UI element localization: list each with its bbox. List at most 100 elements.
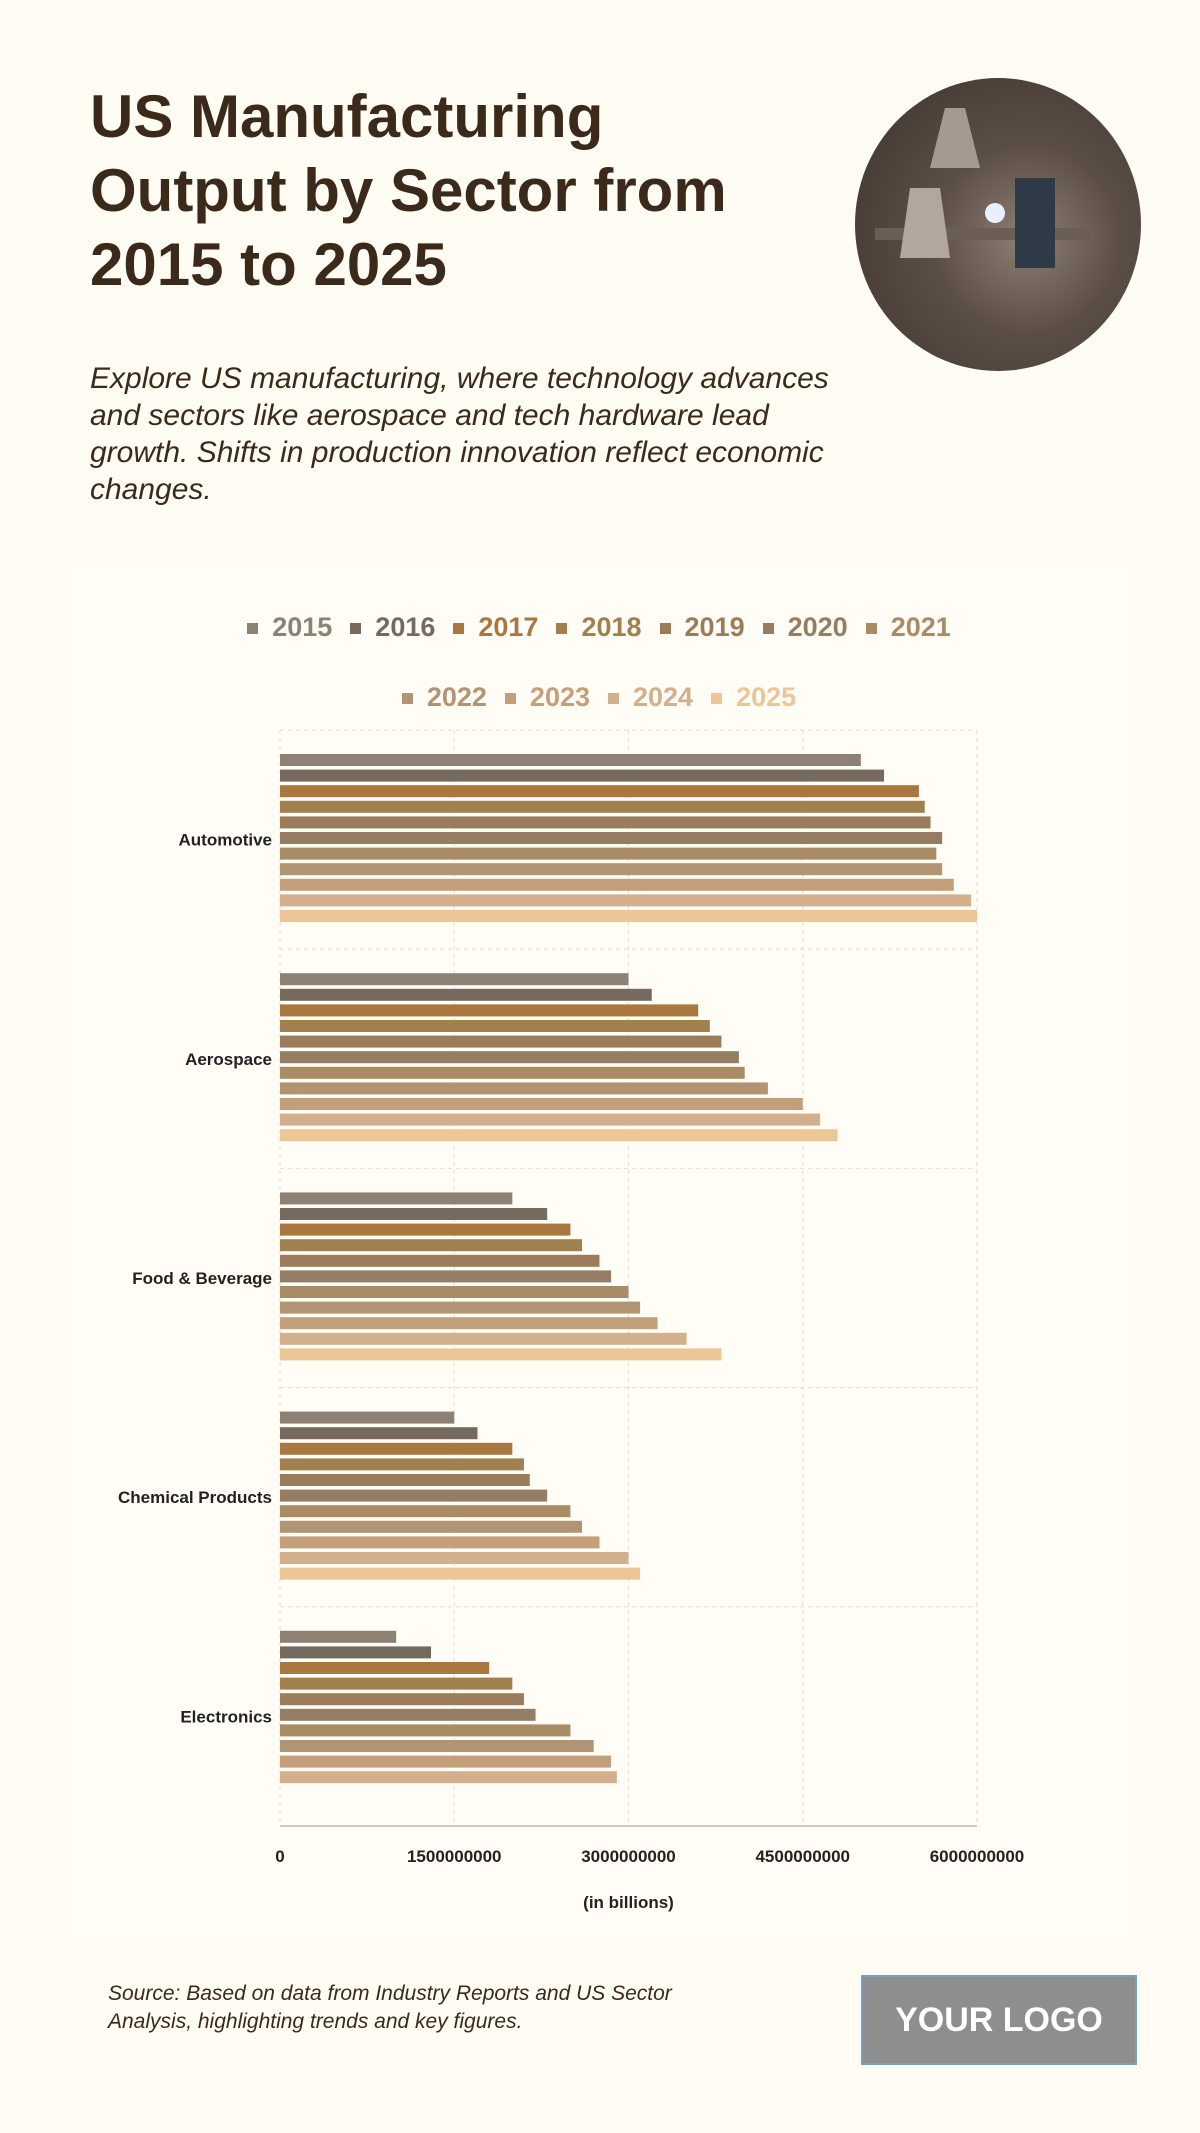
legend-item-2020[interactable]: 2020 bbox=[762, 612, 848, 643]
source-note: Source: Based on data from Industry Repo… bbox=[108, 1982, 672, 2033]
legend-item-2023[interactable]: 2023 bbox=[504, 682, 590, 713]
bar-chemical-products-2016 bbox=[280, 1427, 478, 1440]
bar-automotive-2016 bbox=[280, 769, 885, 782]
bar-food-beverage-2018 bbox=[280, 1239, 583, 1252]
workshop-illustration bbox=[875, 108, 1095, 268]
bar-chart: 0 1500000000 3000000000 4500000000 600000000… bbox=[118, 729, 1024, 1912]
x-tick-label: 0 bbox=[275, 1847, 284, 1866]
page-title: US Manufacturing Output by Sector from 2… bbox=[90, 83, 727, 298]
bar-aerospace-2017 bbox=[280, 1004, 699, 1017]
legend-swatch bbox=[711, 693, 723, 705]
logo-placeholder: YOUR LOGO bbox=[861, 1975, 1137, 2065]
bar-electronics-2017 bbox=[280, 1662, 490, 1674]
bar-food-beverage-2017 bbox=[280, 1223, 571, 1236]
bar-chemical-products-2022 bbox=[280, 1520, 583, 1533]
legend-label: 2020 bbox=[787, 612, 848, 642]
legend-label: 2025 bbox=[736, 682, 797, 712]
legend-swatch bbox=[865, 623, 877, 635]
legend-item-2018[interactable]: 2018 bbox=[556, 612, 642, 643]
bar-food-beverage-2019 bbox=[280, 1254, 600, 1267]
legend-item-2024[interactable]: 2024 bbox=[608, 682, 693, 713]
legend-item-2022[interactable]: 2022 bbox=[401, 682, 487, 713]
bar-chemical-products-2024 bbox=[280, 1552, 629, 1564]
bar-electronics-2019 bbox=[280, 1693, 524, 1706]
bar-aerospace-2018 bbox=[280, 1020, 710, 1032]
bar-aerospace-2019 bbox=[280, 1035, 722, 1048]
bar-chemical-products-2019 bbox=[280, 1474, 530, 1486]
legend-swatch bbox=[762, 623, 774, 635]
bar-food-beverage-2020 bbox=[280, 1270, 612, 1283]
legend-row-2: 2022 2023 2024 2025 bbox=[70, 682, 1128, 713]
legend-item-2016[interactable]: 2016 bbox=[350, 612, 435, 643]
legend-swatch bbox=[247, 623, 259, 635]
bar-chemical-products-2017 bbox=[280, 1442, 513, 1455]
bar-electronics-2023 bbox=[280, 1755, 612, 1768]
legend-label: 2021 bbox=[890, 612, 951, 642]
legend-label: 2018 bbox=[581, 612, 642, 642]
bar-aerospace-2023 bbox=[280, 1098, 803, 1110]
bar-food-beverage-2016 bbox=[280, 1208, 548, 1220]
chart-card: 2015 2016 2017 2018 2019 2020 2021 2022 2023 202… bbox=[70, 570, 1128, 1935]
bar-electronics-2024 bbox=[280, 1771, 617, 1784]
category-label: Automotive bbox=[179, 831, 273, 850]
bar-automotive-2025 bbox=[280, 910, 977, 922]
legend-swatch bbox=[350, 623, 362, 635]
legend-label: 2023 bbox=[529, 682, 590, 712]
category-label: Chemical Products bbox=[118, 1488, 272, 1507]
bar-food-beverage-2023 bbox=[280, 1317, 658, 1330]
page-subtitle: Explore US manufacturing, where technolo… bbox=[90, 362, 829, 506]
bar-chemical-products-2015 bbox=[280, 1411, 455, 1424]
x-axis-label: (in billions) bbox=[583, 1893, 674, 1912]
bar-food-beverage-2024 bbox=[280, 1332, 687, 1345]
bar-automotive-2021 bbox=[280, 847, 937, 860]
welding-photo bbox=[855, 78, 1141, 371]
bar-food-beverage-2021 bbox=[280, 1286, 629, 1298]
bar-aerospace-2022 bbox=[280, 1082, 768, 1095]
bar-aerospace-2015 bbox=[280, 973, 629, 986]
x-tick-label: 4500000000 bbox=[755, 1847, 850, 1866]
legend-label: 2017 bbox=[478, 612, 539, 642]
bar-aerospace-2024 bbox=[280, 1113, 821, 1126]
bar-automotive-2020 bbox=[280, 832, 943, 844]
legend-label: 2015 bbox=[272, 612, 333, 642]
bar-aerospace-2025 bbox=[280, 1129, 838, 1142]
bar-aerospace-2016 bbox=[280, 988, 652, 1001]
legend-swatch bbox=[453, 623, 465, 635]
legend-swatch bbox=[659, 623, 671, 635]
legend-item-2017[interactable]: 2017 bbox=[453, 612, 538, 643]
bar-aerospace-2021 bbox=[280, 1066, 745, 1079]
legend-row-1: 2015 2016 2017 2018 2019 2020 2021 bbox=[70, 612, 1128, 643]
bar-chemical-products-2025 bbox=[280, 1567, 641, 1580]
legend-swatch bbox=[608, 693, 619, 705]
bar-automotive-2019 bbox=[280, 816, 931, 829]
x-tick-label: 3000000000 bbox=[581, 1847, 676, 1866]
bar-chemical-products-2020 bbox=[280, 1489, 548, 1502]
legend-label: 2019 bbox=[684, 612, 745, 642]
bar-electronics-2022 bbox=[280, 1740, 594, 1752]
legend-item-2025[interactable]: 2025 bbox=[711, 682, 796, 713]
bar-automotive-2018 bbox=[280, 800, 925, 813]
bar-electronics-2021 bbox=[280, 1724, 571, 1737]
category-label: Electronics bbox=[180, 1707, 272, 1726]
bar-food-beverage-2022 bbox=[280, 1301, 641, 1314]
bar-aerospace-2020 bbox=[280, 1051, 739, 1064]
bar-electronics-2015 bbox=[280, 1630, 397, 1643]
bar-electronics-2016 bbox=[280, 1646, 432, 1659]
bar-electronics-2020 bbox=[280, 1708, 536, 1721]
legend-label: 2022 bbox=[426, 682, 487, 712]
legend-swatch bbox=[504, 693, 516, 705]
bar-automotive-2015 bbox=[280, 754, 861, 766]
legend-item-2021[interactable]: 2021 bbox=[865, 612, 951, 643]
bar-chemical-products-2023 bbox=[280, 1536, 600, 1549]
bar-chemical-products-2021 bbox=[280, 1505, 571, 1518]
bar-automotive-2022 bbox=[280, 863, 943, 876]
bar-food-beverage-2025 bbox=[280, 1348, 722, 1361]
legend-label: 2016 bbox=[375, 612, 436, 642]
bar-electronics-2018 bbox=[280, 1677, 513, 1690]
bar-automotive-2017 bbox=[280, 785, 919, 798]
bar-chemical-products-2018 bbox=[280, 1458, 524, 1471]
legend-item-2015[interactable]: 2015 bbox=[247, 612, 332, 643]
legend-item-2019[interactable]: 2019 bbox=[659, 612, 745, 643]
x-tick-label: 1500000000 bbox=[407, 1847, 502, 1866]
